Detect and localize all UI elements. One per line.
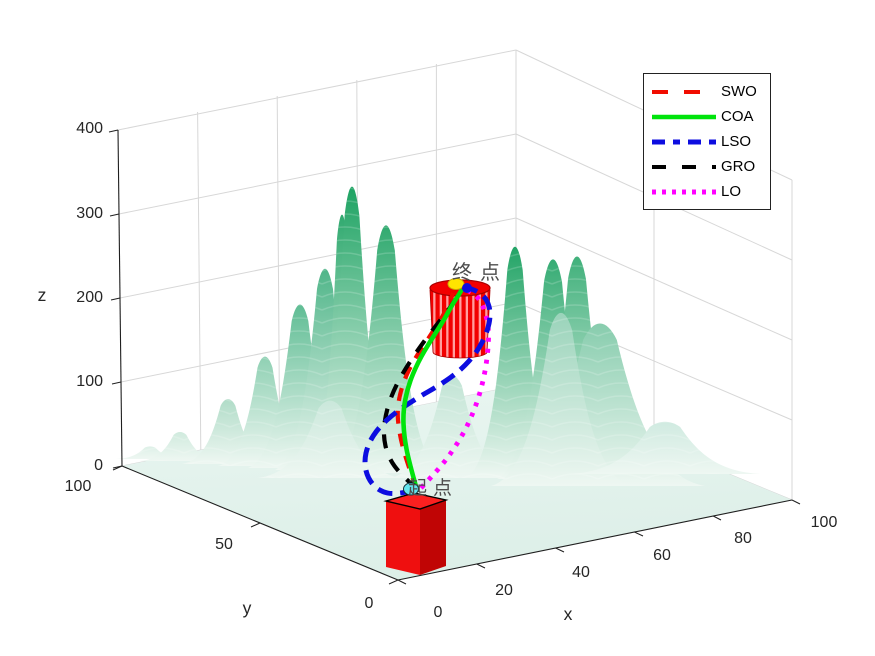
tick-mark	[388, 579, 399, 585]
goal-label: 终点	[452, 260, 508, 284]
start-box-front	[386, 501, 420, 575]
legend-line-lo	[652, 189, 716, 194]
legend-label-swo: SWO	[721, 83, 757, 100]
legend-label-coa: COA	[721, 108, 754, 125]
trajectory-lo	[419, 286, 491, 490]
tick-mark	[108, 129, 119, 133]
tick-label: 400	[76, 120, 103, 137]
tick-mark	[250, 522, 261, 528]
legend-entry-gro: GRO	[651, 154, 762, 179]
trajectory-gro	[381, 295, 459, 491]
tick-mark	[111, 381, 122, 385]
axis-line	[397, 499, 793, 581]
tick-label: 0	[365, 595, 374, 612]
tick-label: 200	[76, 289, 103, 306]
tick-mark	[634, 531, 644, 537]
tick-label: 100	[811, 514, 838, 531]
trajectory-coa	[401, 288, 464, 493]
axis-name-x: x	[564, 604, 573, 624]
trajectory-lso	[362, 285, 493, 497]
tick-label: 20	[495, 582, 513, 599]
grid-line	[117, 49, 517, 131]
lso-end-dot-blue	[462, 283, 472, 293]
tick-label: 0	[94, 457, 103, 474]
legend-entry-swo: SWO	[651, 79, 762, 104]
tick-mark	[112, 465, 123, 471]
legend-label-lso: LSO	[721, 133, 752, 150]
legend-entry-lo: LO	[651, 179, 762, 204]
tick-label: 0	[434, 604, 443, 621]
trajectory-swo	[395, 292, 455, 491]
start-marker-cyan	[403, 482, 419, 496]
legend-line-gro	[652, 164, 716, 169]
tick-label: 80	[734, 530, 752, 547]
legend-line-coa	[652, 114, 716, 119]
legend: SWO COA LSO GRO LO	[643, 73, 771, 210]
tick-mark	[476, 563, 486, 569]
axis-name-y: y	[243, 598, 252, 618]
tick-mark	[109, 213, 120, 217]
legend-line-swo	[652, 89, 716, 94]
legend-label-lo: LO	[721, 183, 742, 200]
start-label: 起点	[408, 477, 458, 499]
legend-entry-coa: COA	[651, 104, 762, 129]
mountain-bands	[570, 421, 760, 474]
tick-label: 60	[653, 547, 671, 564]
mountain-bands	[331, 225, 441, 473]
grid-line	[118, 133, 517, 215]
tick-label: 100	[76, 373, 103, 390]
tick-mark	[555, 547, 565, 553]
legend-entry-lso: LSO	[651, 129, 762, 154]
start-box-top	[383, 492, 449, 510]
axis-name-z: z	[38, 285, 47, 305]
grid-line	[119, 217, 517, 299]
tick-label: 40	[572, 564, 590, 581]
tick-label: 300	[76, 205, 103, 222]
start-box-right	[420, 500, 446, 575]
mountain-bands	[491, 312, 631, 486]
grid-line	[197, 111, 202, 451]
end-cylinder-body	[429, 289, 491, 359]
tick-mark	[110, 297, 121, 301]
grid-line	[276, 95, 281, 435]
legend-label-gro: GRO	[721, 158, 756, 175]
grid-line	[515, 217, 793, 341]
tick-mark	[397, 579, 407, 585]
tick-label: 50	[215, 536, 233, 553]
tick-mark	[712, 515, 722, 521]
tick-label: 100	[65, 478, 92, 495]
tick-mark	[791, 499, 801, 505]
legend-line-lso	[652, 139, 716, 144]
